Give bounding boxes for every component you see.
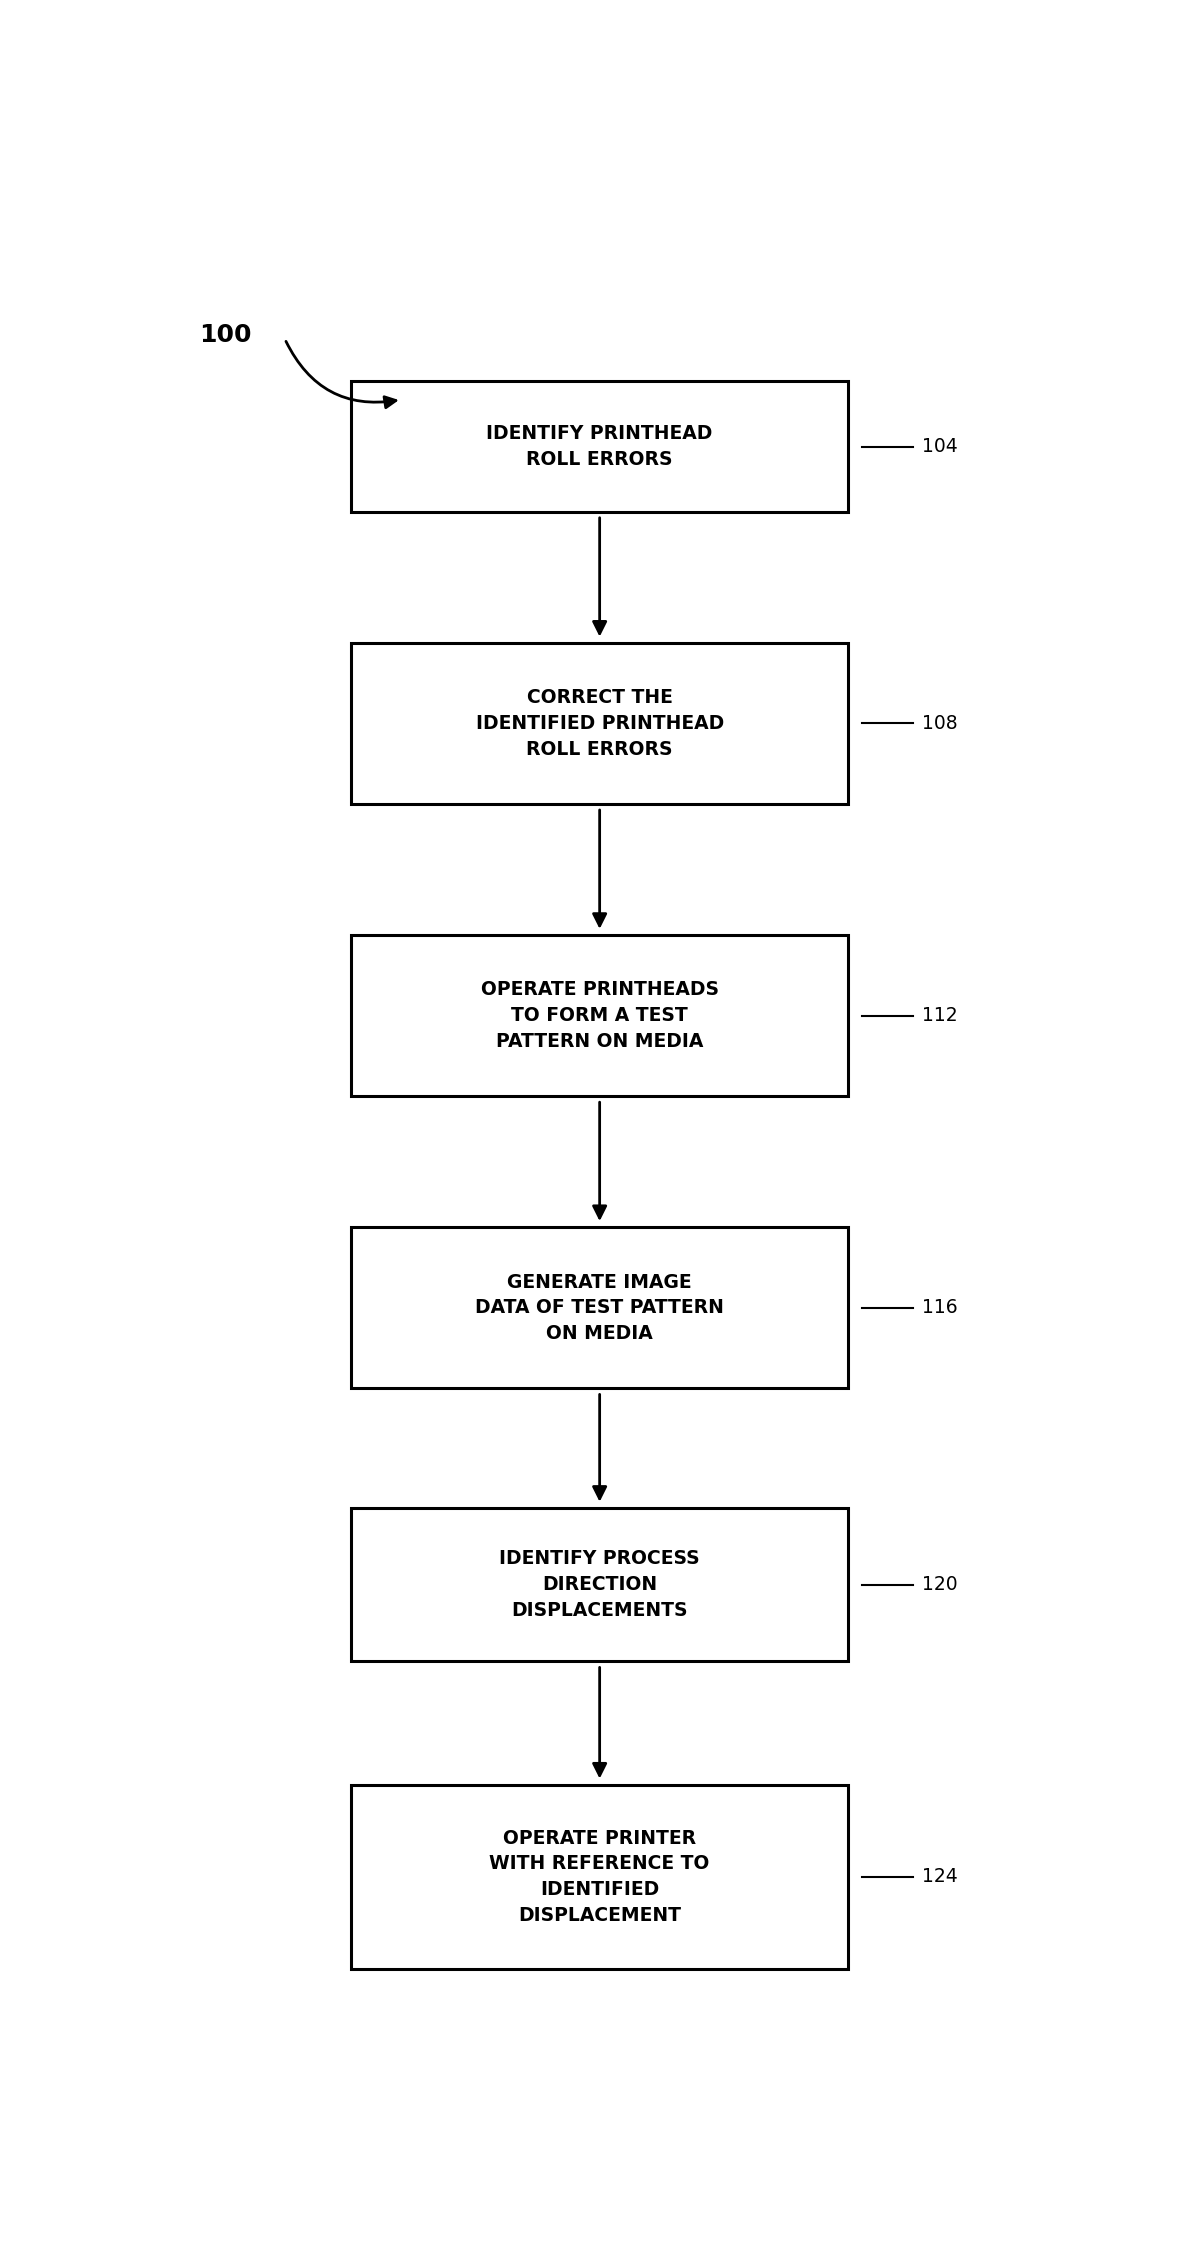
- Text: OPERATE PRINTHEADS
TO FORM A TEST
PATTERN ON MEDIA: OPERATE PRINTHEADS TO FORM A TEST PATTER…: [481, 980, 719, 1052]
- Text: GENERATE IMAGE
DATA OF TEST PATTERN
ON MEDIA: GENERATE IMAGE DATA OF TEST PATTERN ON M…: [475, 1272, 723, 1344]
- FancyBboxPatch shape: [352, 1227, 848, 1389]
- Text: IDENTIFY PRINTHEAD
ROLL ERRORS: IDENTIFY PRINTHEAD ROLL ERRORS: [486, 425, 713, 470]
- Text: 100: 100: [200, 324, 252, 348]
- Text: CORRECT THE
IDENTIFIED PRINTHEAD
ROLL ERRORS: CORRECT THE IDENTIFIED PRINTHEAD ROLL ER…: [475, 688, 723, 759]
- FancyBboxPatch shape: [352, 643, 848, 804]
- FancyBboxPatch shape: [352, 935, 848, 1097]
- Text: OPERATE PRINTER
WITH REFERENCE TO
IDENTIFIED
DISPLACEMENT: OPERATE PRINTER WITH REFERENCE TO IDENTI…: [489, 1829, 710, 1926]
- FancyArrowPatch shape: [286, 342, 396, 407]
- Text: 120: 120: [922, 1575, 958, 1593]
- FancyBboxPatch shape: [352, 1784, 848, 1968]
- Text: 116: 116: [922, 1299, 958, 1317]
- Text: 104: 104: [922, 436, 958, 456]
- FancyBboxPatch shape: [352, 382, 848, 512]
- Text: IDENTIFY PROCESS
DIRECTION
DISPLACEMENTS: IDENTIFY PROCESS DIRECTION DISPLACEMENTS: [499, 1550, 700, 1620]
- Text: 108: 108: [922, 715, 958, 733]
- Text: 124: 124: [922, 1867, 958, 1885]
- Text: 112: 112: [922, 1007, 958, 1025]
- FancyBboxPatch shape: [352, 1508, 848, 1661]
